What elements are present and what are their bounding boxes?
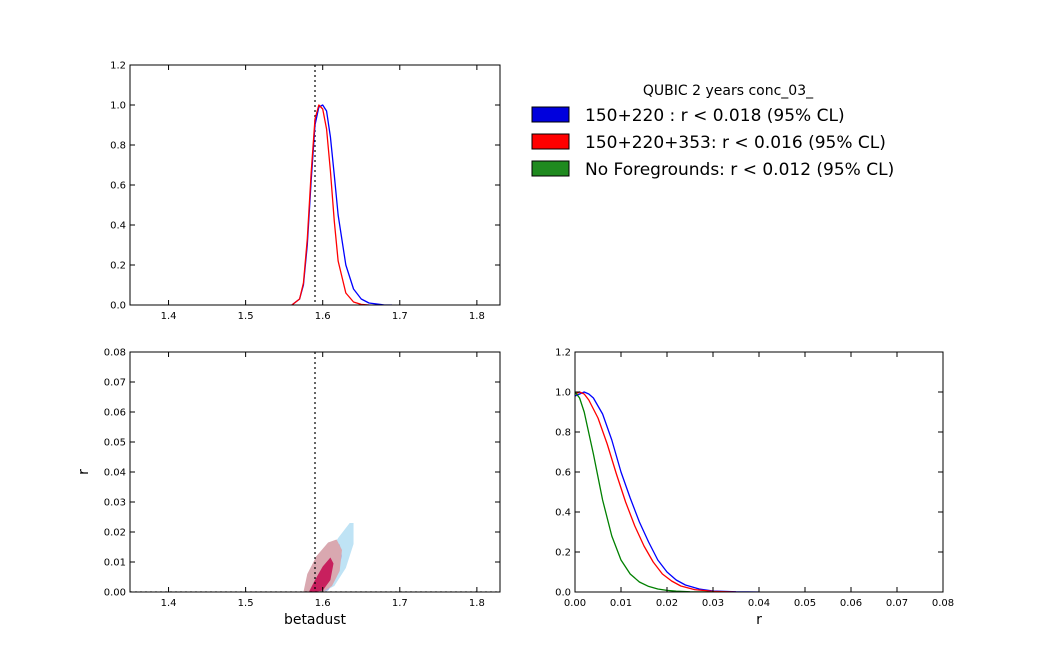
y-tick-label: 0.02 xyxy=(104,528,126,539)
y-tick-label: 0.01 xyxy=(104,558,126,569)
x-tick-label: 0.05 xyxy=(794,598,816,609)
x-tick-label: 1.4 xyxy=(161,311,177,322)
axes-frame xyxy=(574,351,944,593)
y-tick-label: 0.08 xyxy=(104,348,126,359)
y-axis-label: r xyxy=(76,469,92,475)
x-tick-label: 1.7 xyxy=(392,598,408,609)
x-tick-label: 1.7 xyxy=(392,311,408,322)
series-line-2 xyxy=(575,391,714,592)
plot-area xyxy=(130,352,500,592)
x-tick-label: 1.4 xyxy=(161,598,177,609)
legend-label: 150+220 : r < 0.018 (95% CL) xyxy=(585,106,845,126)
y-tick-label: 0.04 xyxy=(104,468,126,479)
series-line-1 xyxy=(291,104,370,305)
x-axis-label: r xyxy=(756,612,762,628)
y-tick-label: 0.8 xyxy=(110,141,126,152)
x-tick-label: 0.07 xyxy=(886,598,908,609)
x-tick-label: 0.04 xyxy=(748,598,770,609)
panel-top-left: 1.4 1.5 1.6 1.7 1.8 0.0 0.2 0.4 0.6 0.8 1.0 1.2 xyxy=(110,61,501,322)
legend-entry: 150+220+353: r < 0.016 (95% CL) xyxy=(531,133,886,153)
legend-swatch xyxy=(531,106,570,123)
y-tick-label: 0.00 xyxy=(104,588,126,599)
y-tick-label: 1.2 xyxy=(555,348,571,359)
x-axis-label: betadust xyxy=(284,612,347,628)
legend-entry: No Foregrounds: r < 0.012 (95% CL) xyxy=(531,160,894,180)
plot-area xyxy=(291,65,393,305)
x-tick-label: 0.08 xyxy=(932,598,954,609)
legend-label: No Foregrounds: r < 0.012 (95% CL) xyxy=(585,160,894,180)
legend-swatch xyxy=(531,160,570,177)
contour-region-2 xyxy=(303,539,342,592)
y-tick-label: 0.2 xyxy=(110,261,126,272)
x-tick-label: 1.8 xyxy=(469,598,485,609)
x-tick-label: 0.01 xyxy=(610,598,632,609)
y-tick-label: 0.4 xyxy=(555,508,571,519)
plot-area xyxy=(575,391,760,592)
series-line-1 xyxy=(575,391,737,592)
y-tick-label: 0.03 xyxy=(104,498,126,509)
legend: QUBIC 2 years conc_03_ 150+220 : r < 0.0… xyxy=(531,83,894,180)
y-tick-label: 0.07 xyxy=(104,378,126,389)
x-tick-label: 1.5 xyxy=(238,311,254,322)
y-tick-label: 0.06 xyxy=(104,408,126,419)
x-tick-label: 0.03 xyxy=(702,598,724,609)
y-tick-label: 0.8 xyxy=(555,428,571,439)
legend-swatch xyxy=(531,133,570,150)
y-tick-label: 0.0 xyxy=(555,588,571,599)
y-tick-label: 0.6 xyxy=(110,181,126,192)
y-tick-label: 0.2 xyxy=(555,548,571,559)
x-tick-label: 1.5 xyxy=(238,598,254,609)
series-line-0 xyxy=(575,391,760,592)
y-tick-label: 0.0 xyxy=(110,301,126,312)
x-tick-label: 0.06 xyxy=(840,598,862,609)
y-tick-label: 1.2 xyxy=(110,61,126,72)
y-tick-label: 0.05 xyxy=(104,438,126,449)
x-tick-label: 1.8 xyxy=(469,311,485,322)
x-tick-label: 0.02 xyxy=(656,598,678,609)
panel-bottom-left: 1.4 1.5 1.6 1.7 1.8 0.00 0.01 0.02 0.03 0.04 0.05 0… xyxy=(76,348,501,628)
y-tick-label: 1.0 xyxy=(555,388,571,399)
y-tick-label: 0.4 xyxy=(110,221,126,232)
legend-entry: 150+220 : r < 0.018 (95% CL) xyxy=(531,106,845,126)
y-tick-label: 0.6 xyxy=(555,468,571,479)
panel-bottom-right: 0.00 0.01 0.02 0.03 0.04 0.05 0.06 0.07 0.08 0.0 0… xyxy=(555,348,954,629)
y-tick-label: 1.0 xyxy=(110,101,126,112)
x-tick-label: 1.6 xyxy=(315,598,331,609)
legend-label: 150+220+353: r < 0.016 (95% CL) xyxy=(585,133,886,153)
x-tick-label: 0.00 xyxy=(564,598,586,609)
x-tick-label: 1.6 xyxy=(315,311,331,322)
legend-title: QUBIC 2 years conc_03_ xyxy=(643,83,814,99)
